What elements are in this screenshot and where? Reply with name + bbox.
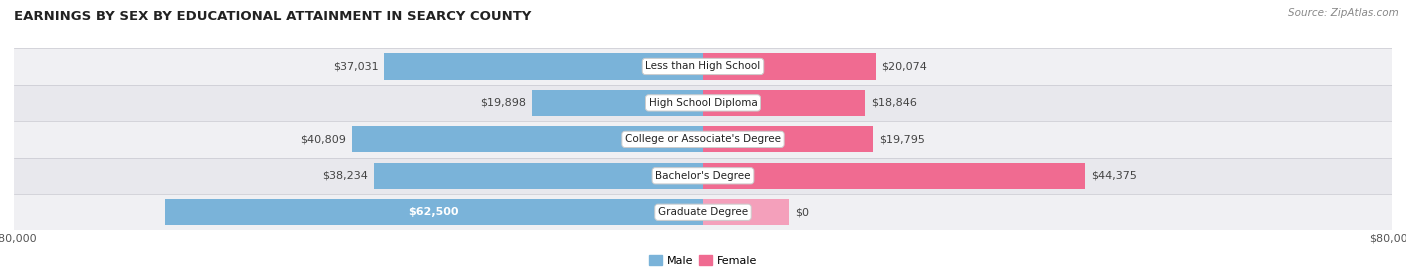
Bar bbox=[14, 158, 1392, 194]
Text: $20,074: $20,074 bbox=[882, 61, 928, 72]
Bar bbox=[531, 90, 703, 116]
Text: $44,375: $44,375 bbox=[1091, 171, 1136, 181]
Bar bbox=[165, 199, 703, 225]
Bar bbox=[374, 163, 703, 189]
Bar bbox=[703, 53, 876, 80]
Text: $38,234: $38,234 bbox=[322, 171, 368, 181]
Text: $18,846: $18,846 bbox=[870, 98, 917, 108]
Text: $19,898: $19,898 bbox=[479, 98, 526, 108]
Text: Graduate Degree: Graduate Degree bbox=[658, 207, 748, 217]
Bar bbox=[703, 126, 873, 152]
Bar bbox=[703, 163, 1085, 189]
Bar bbox=[703, 90, 865, 116]
Legend: Male, Female: Male, Female bbox=[644, 251, 762, 268]
Text: Bachelor's Degree: Bachelor's Degree bbox=[655, 171, 751, 181]
Text: EARNINGS BY SEX BY EDUCATIONAL ATTAINMENT IN SEARCY COUNTY: EARNINGS BY SEX BY EDUCATIONAL ATTAINMEN… bbox=[14, 10, 531, 23]
Text: $19,795: $19,795 bbox=[879, 134, 925, 144]
Text: College or Associate's Degree: College or Associate's Degree bbox=[626, 134, 780, 144]
Text: $37,031: $37,031 bbox=[333, 61, 378, 72]
Bar bbox=[14, 194, 1392, 230]
Text: High School Diploma: High School Diploma bbox=[648, 98, 758, 108]
Bar bbox=[703, 199, 789, 225]
Bar bbox=[14, 121, 1392, 158]
Text: Source: ZipAtlas.com: Source: ZipAtlas.com bbox=[1288, 8, 1399, 18]
Text: $40,809: $40,809 bbox=[299, 134, 346, 144]
Text: $62,500: $62,500 bbox=[409, 207, 460, 217]
Text: Less than High School: Less than High School bbox=[645, 61, 761, 72]
Bar bbox=[352, 126, 703, 152]
Bar bbox=[14, 85, 1392, 121]
Text: $0: $0 bbox=[794, 207, 808, 217]
Bar bbox=[384, 53, 703, 80]
Bar bbox=[14, 48, 1392, 85]
